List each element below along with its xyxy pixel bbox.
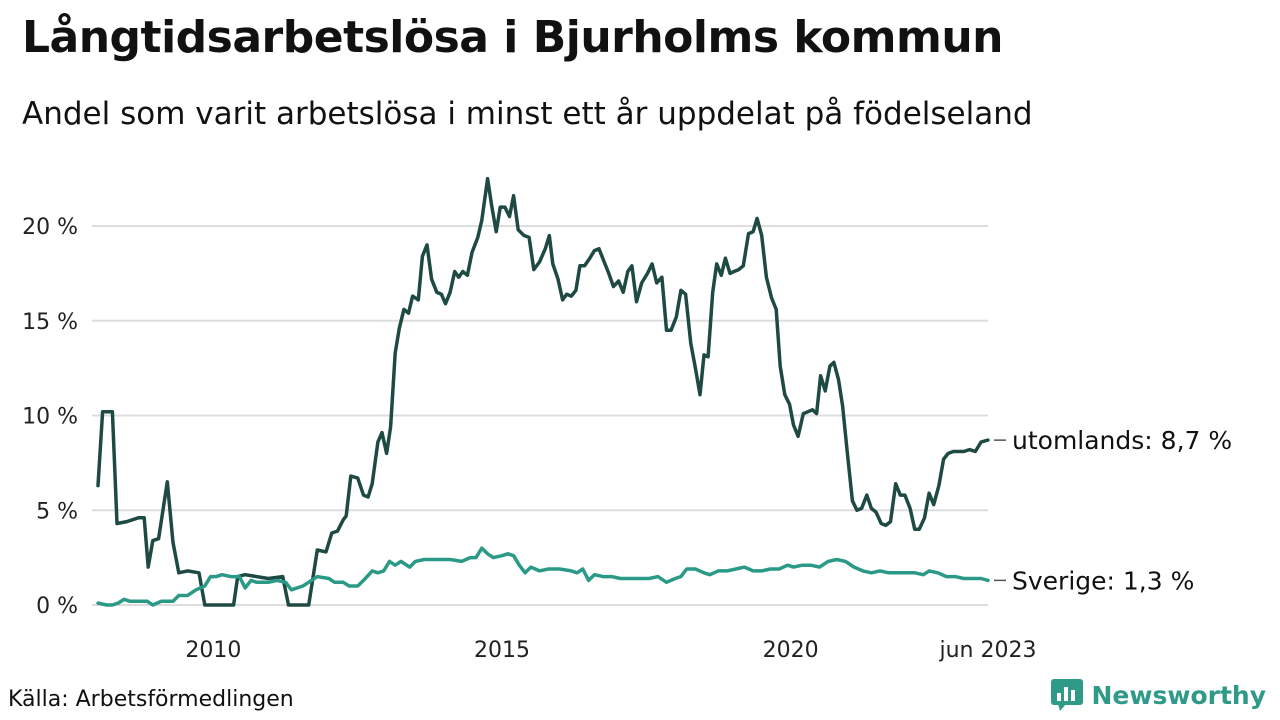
series-line-sverige xyxy=(96,546,990,607)
x-tick-label: 2020 xyxy=(763,638,819,663)
end-label-sverige: Sverige: 1,3 % xyxy=(1012,566,1194,595)
chart-subtitle: Andel som varit arbetslösa i minst ett å… xyxy=(22,96,1033,132)
y-tick-label: 15 % xyxy=(22,310,78,335)
end-label-utomlands: utomlands: 8,7 % xyxy=(1012,426,1232,455)
bar-chart-speech-bubble-icon xyxy=(1050,679,1083,711)
series-line-utomlands xyxy=(96,176,990,607)
brand-logo: Newsworthy xyxy=(1050,678,1267,712)
y-tick-label: 10 % xyxy=(22,405,78,430)
source-note: Källa: Arbetsförmedlingen xyxy=(8,687,294,712)
brand-name: Newsworthy xyxy=(1091,680,1267,710)
x-tick-label: 2015 xyxy=(474,638,530,663)
x-tick-label: jun 2023 xyxy=(939,638,1037,663)
x-tick-label: 2010 xyxy=(185,638,241,663)
y-tick-label: 20 % xyxy=(22,215,78,240)
y-tick-label: 0 % xyxy=(36,594,78,619)
chart-title: Långtidsarbetslösa i Bjurholms kommun xyxy=(22,12,1004,63)
y-tick-label: 5 % xyxy=(36,499,78,524)
